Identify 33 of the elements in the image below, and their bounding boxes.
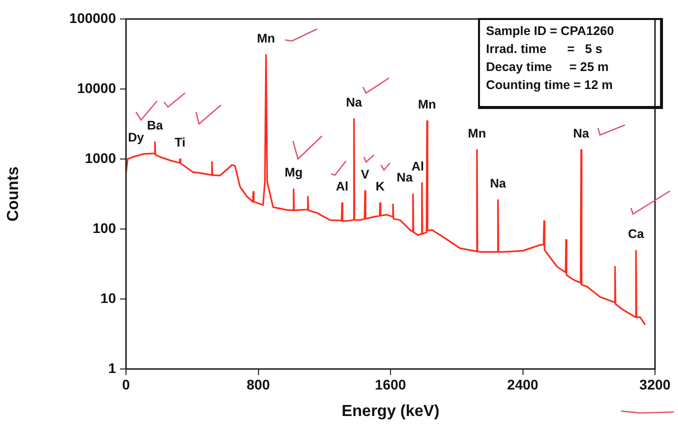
annotation: Al [336, 179, 348, 194]
y-axis-title: Counts [5, 166, 22, 222]
annotation: Ti [174, 135, 186, 150]
y-tick-label: 1 [108, 360, 116, 376]
y-tick-label: 10 [100, 290, 116, 306]
y-tick-label: 100 [92, 220, 116, 236]
annotation: Ba [146, 118, 164, 132]
x-tick-label: 1600 [374, 376, 406, 392]
annotation: Mg [284, 166, 303, 180]
annotation: Decay time = 25 m [486, 60, 609, 74]
annotation: Dy [128, 130, 144, 144]
x-axis-title: Energy (keV) [342, 402, 440, 420]
annotation: K [376, 179, 385, 194]
annotation: Na [346, 96, 364, 110]
annotation: Al [412, 159, 424, 174]
x-tick-label: 2400 [507, 376, 539, 392]
annotation: Na [573, 126, 590, 140]
y-tick-label: 100000 [69, 10, 116, 26]
annotation: Na [396, 170, 414, 185]
annotation: Sample ID = CPA1260 [486, 24, 614, 38]
x-tick-label: 0 [122, 376, 130, 392]
annotation: Mn [468, 126, 486, 140]
y-tick-label: 1000 [84, 150, 116, 166]
annotation: Mn [256, 31, 276, 46]
annotation: Counting time = 12 m [486, 78, 613, 92]
y-tick-label: 10000 [77, 80, 116, 96]
annotation: Irrad. time = 5 s [486, 42, 602, 56]
annotation: Ca [628, 227, 646, 242]
x-tick-label: 3200 [639, 376, 671, 392]
annotation: Mn [418, 98, 436, 112]
annotation: V [360, 167, 370, 182]
annotation: Na [490, 176, 507, 190]
x-tick-label: 800 [246, 376, 270, 392]
